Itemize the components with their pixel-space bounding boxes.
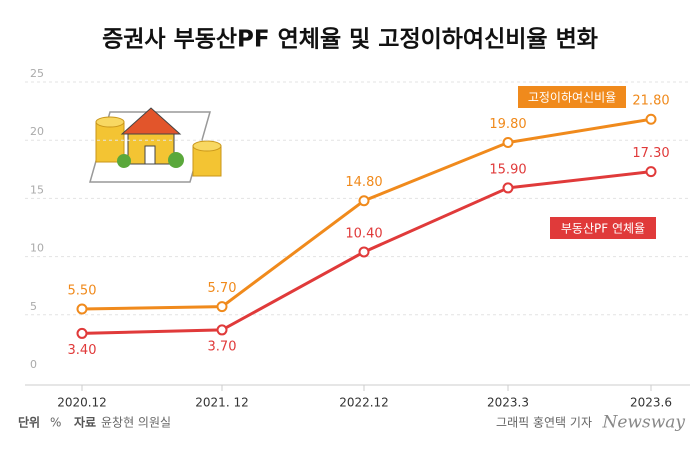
legend-tag xyxy=(550,217,656,239)
x-tick-label: 2021. 12 xyxy=(195,396,248,410)
x-tick-label: 2022.12 xyxy=(339,396,389,410)
data-point xyxy=(502,137,514,149)
data-point xyxy=(645,166,657,178)
data-point xyxy=(502,182,514,194)
legend-label: 부동산PF 연체율 xyxy=(561,222,645,236)
y-tick-label: 15 xyxy=(30,183,44,196)
data-point xyxy=(216,324,228,336)
data-point xyxy=(76,303,88,315)
value-label: 3.70 xyxy=(208,339,237,354)
y-tick-label: 5 xyxy=(30,300,37,313)
x-tick-label: 2023.3 xyxy=(487,396,529,410)
value-label: 14.80 xyxy=(345,175,382,190)
credit: 그래픽 홍연택 기자 xyxy=(496,416,592,430)
brand: Newsway xyxy=(601,413,685,433)
data-point xyxy=(645,113,657,125)
source-label: 자료 xyxy=(74,415,96,430)
unit-label: 단위 xyxy=(18,415,40,430)
y-tick-label: 0 xyxy=(30,358,37,371)
value-label: 10.40 xyxy=(345,226,382,241)
y-tick-label: 20 xyxy=(30,125,44,138)
y-tick-label: 10 xyxy=(30,242,44,255)
data-point xyxy=(76,327,88,339)
data-point xyxy=(358,246,370,258)
value-label: 5.50 xyxy=(68,283,97,298)
value-label: 5.70 xyxy=(208,281,237,296)
illustration xyxy=(89,107,222,183)
legend-tag xyxy=(518,86,626,108)
chart-title: 증권사 부동산PF 연체율 및 고정이하여신비율 변화 xyxy=(102,27,598,53)
x-tick-label: 2023.6 xyxy=(630,396,672,410)
value-label: 17.30 xyxy=(632,146,669,161)
unit: % xyxy=(50,416,61,430)
source: 윤창현 의원실 xyxy=(101,416,171,430)
data-point xyxy=(358,195,370,207)
value-label: 15.90 xyxy=(489,162,526,177)
x-tick-label: 2020.12 xyxy=(57,396,107,410)
value-label: 19.80 xyxy=(489,117,526,132)
value-label: 3.40 xyxy=(68,343,97,358)
y-tick-label: 25 xyxy=(30,67,44,80)
value-label: 21.80 xyxy=(632,94,669,109)
footer: 단위 % 자료 윤창현 의원실 그래픽 홍연택 기자 Newsway xyxy=(18,413,685,433)
legend-label: 고정이하여신비율 xyxy=(528,91,616,105)
data-point xyxy=(216,301,228,313)
